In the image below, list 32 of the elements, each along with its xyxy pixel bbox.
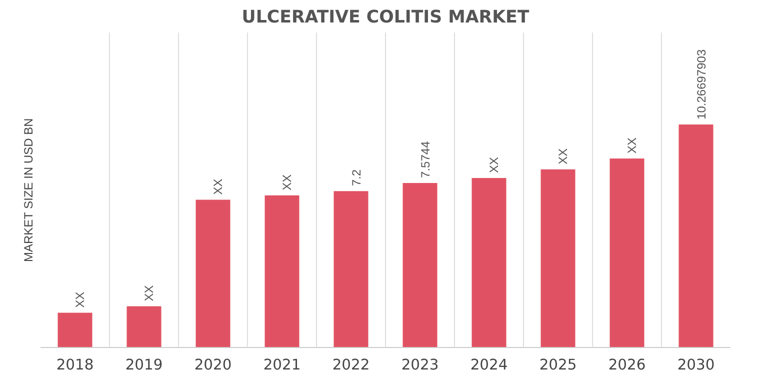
data-label: XX xyxy=(625,137,639,154)
data-label: XX xyxy=(142,285,156,302)
data-label: XX xyxy=(556,148,570,164)
bar xyxy=(540,169,576,348)
x-tick-label: 2030 xyxy=(677,356,715,374)
y-axis-title: MARKET SIZE IN USD BN xyxy=(22,118,36,262)
bar xyxy=(58,312,92,348)
x-tick-label: 2023 xyxy=(401,356,439,374)
x-tick-label: 2019 xyxy=(125,356,163,374)
x-tick-label: 2024 xyxy=(470,356,508,374)
bar xyxy=(402,182,438,348)
bar xyxy=(334,191,368,348)
data-label: 7.2 xyxy=(350,169,364,186)
data-label: XX xyxy=(280,174,294,190)
bar xyxy=(264,195,300,348)
data-label: 10.26697903 xyxy=(694,49,708,120)
chart-title: ULCERATIVE COLITIS MARKET xyxy=(242,8,530,28)
bar xyxy=(610,158,644,348)
x-tick-label: 2026 xyxy=(608,356,646,374)
x-tick-label: 2025 xyxy=(539,356,577,374)
x-tick-label: 2022 xyxy=(332,356,370,374)
bar xyxy=(126,306,162,348)
bar xyxy=(196,200,230,348)
x-tick-label: 2020 xyxy=(194,356,232,374)
x-tick-label: 2018 xyxy=(56,356,94,374)
data-label: XX xyxy=(211,178,225,195)
data-label: 7.5744 xyxy=(418,140,432,178)
bar xyxy=(678,124,714,348)
bar xyxy=(472,178,506,348)
data-label: XX xyxy=(73,292,87,308)
x-tick-label: 2021 xyxy=(263,356,301,374)
data-label: XX xyxy=(487,157,501,174)
